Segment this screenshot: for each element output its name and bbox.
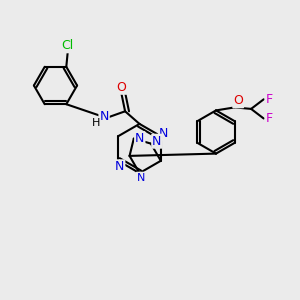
Text: N: N (115, 160, 124, 173)
Text: F: F (266, 112, 273, 125)
Text: N: N (137, 172, 145, 183)
Text: N: N (135, 132, 145, 145)
Text: O: O (117, 81, 126, 94)
Text: H: H (92, 118, 100, 128)
Text: Cl: Cl (62, 39, 74, 52)
Text: N: N (152, 135, 162, 148)
Text: N: N (99, 110, 109, 123)
Text: F: F (266, 93, 273, 106)
Text: N: N (159, 127, 169, 140)
Text: O: O (233, 94, 243, 107)
